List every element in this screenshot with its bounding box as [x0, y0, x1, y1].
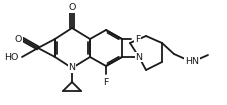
Text: O: O — [15, 35, 22, 43]
Text: HN: HN — [184, 58, 198, 66]
Text: HO: HO — [5, 52, 19, 62]
Text: O: O — [68, 3, 75, 12]
Text: N: N — [68, 64, 75, 72]
Text: F: F — [103, 78, 108, 87]
Text: N: N — [135, 52, 142, 62]
Text: F: F — [134, 35, 140, 43]
